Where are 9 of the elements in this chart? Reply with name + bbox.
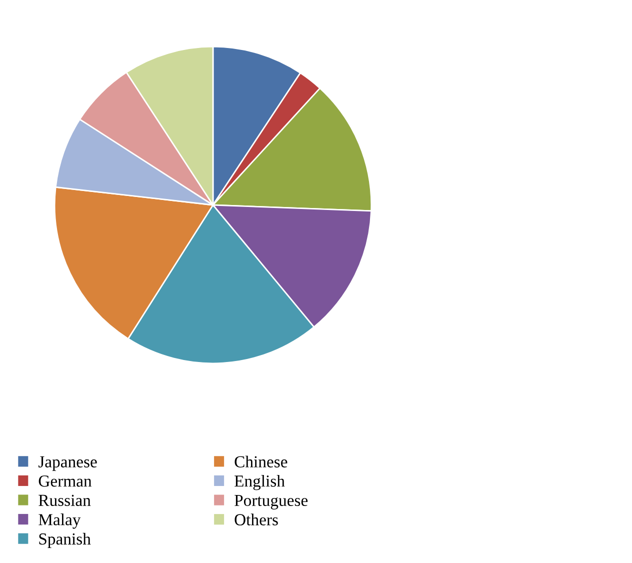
legend-label: English	[234, 474, 285, 490]
legend-label: Others	[234, 514, 278, 526]
legend-label: Japanese	[38, 456, 97, 471]
legend-label: Russian	[38, 494, 91, 506]
legend-label: Spanish	[39, 532, 91, 548]
legend-label: Malay	[38, 514, 81, 529]
legend-label: Portuguese	[234, 494, 308, 510]
legend-label: Chinese	[234, 456, 288, 468]
legend-label: German	[38, 476, 92, 487]
